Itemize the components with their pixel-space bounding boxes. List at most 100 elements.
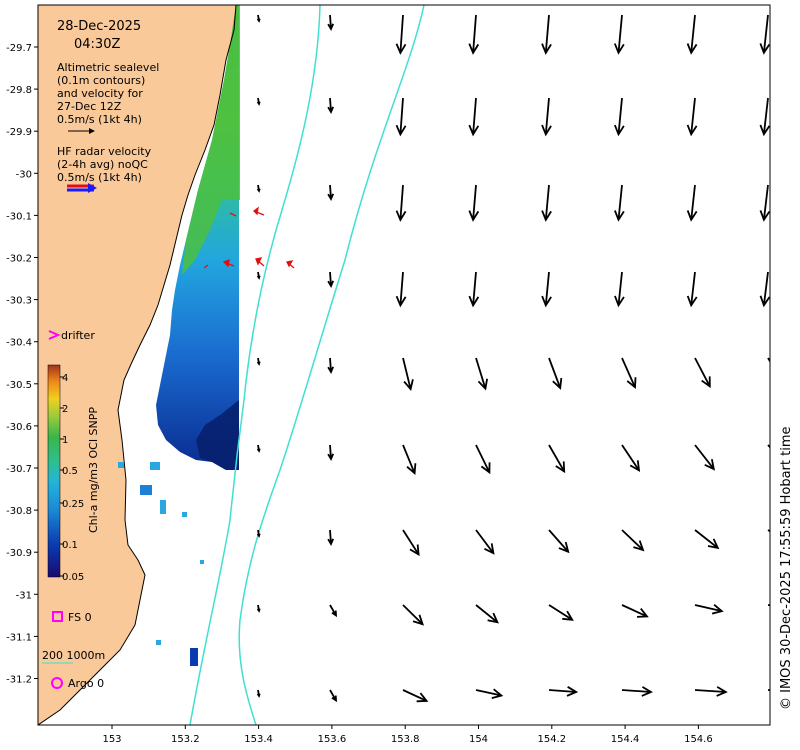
velocity-arrow-head — [416, 692, 429, 703]
velocity-arrow-head — [477, 378, 489, 391]
velocity-arrow — [475, 529, 495, 554]
x-tick-label: 154.2 — [537, 734, 566, 745]
velocity-arrow — [763, 14, 769, 53]
velocity-arrow — [402, 604, 424, 625]
velocity-arrow — [690, 271, 696, 306]
velocity-arrow — [399, 271, 404, 306]
colorbar-tick-label: 2 — [62, 404, 68, 415]
velocity-arrow-head — [552, 377, 563, 390]
y-tick-label: -29.7 — [6, 43, 32, 54]
x-tick-label: 153 — [102, 734, 121, 745]
velocity-arrow — [621, 529, 644, 551]
y-tick-label: -31 — [16, 590, 32, 601]
velocity-arrow — [694, 529, 719, 549]
velocity-arrow-head — [487, 612, 499, 624]
velocity-arrow — [694, 689, 726, 693]
velocity-arrow — [548, 604, 573, 621]
y-tick-label: -29.8 — [6, 85, 32, 96]
velocity-arrow — [617, 184, 623, 220]
velocity-arrow-head — [491, 688, 504, 699]
chl-scatter — [118, 462, 204, 666]
velocity-arrow-head — [555, 461, 566, 474]
velocity-arrow-head — [626, 377, 637, 390]
fs-square-icon — [52, 611, 63, 622]
velocity-arrow — [548, 529, 569, 553]
velocity-arrow-head — [468, 210, 480, 222]
velocity-arrow — [472, 271, 477, 306]
velocity-arrow-head — [331, 695, 337, 703]
velocity-arrow-head — [327, 453, 335, 461]
radar-legend: HF radar velocity (2-4h avg) noQC 0.5m/s… — [57, 145, 152, 193]
velocity-arrow-head — [614, 295, 625, 308]
velocity-arrow — [329, 444, 332, 460]
velocity-arrow — [621, 444, 640, 471]
velocity-arrow-head — [686, 124, 698, 137]
velocity-arrow-head — [562, 610, 574, 621]
y-axis-ticks: -29.7 -29.8 -29.9 -30 -30.1 -30.2 -30.3 -30.4 -3… — [6, 43, 38, 686]
y-tick-label: -30.1 — [6, 211, 32, 222]
drifter-legend: drifter — [48, 329, 95, 342]
svg-text:drifter: drifter — [61, 329, 95, 342]
y-tick-label: -31.1 — [6, 632, 32, 643]
velocity-arrow-head — [613, 43, 625, 55]
velocity-arrow-head — [468, 295, 480, 308]
velocity-arrow — [690, 14, 696, 53]
velocity-arrow-head — [629, 460, 641, 472]
fs-legend: FS 0 — [52, 611, 92, 624]
velocity-arrow-head — [633, 540, 645, 552]
velocity-arrow-head — [541, 295, 552, 308]
svg-text:Argo 0: Argo 0 — [68, 677, 104, 690]
velocity-arrow — [763, 271, 769, 306]
velocity-arrow-head — [395, 124, 407, 137]
y-tick-label: -30.4 — [6, 338, 32, 349]
svg-text:0.5m/s (1kt 4h): 0.5m/s (1kt 4h) — [57, 171, 142, 184]
velocity-arrow-head — [759, 210, 770, 222]
y-tick-label: -30 — [16, 169, 32, 180]
x-tick-label: 154 — [469, 734, 488, 745]
velocity-arrow — [329, 184, 332, 200]
velocity-arrow-head — [468, 43, 480, 55]
velocity-arrow — [694, 357, 711, 387]
velocity-arrow-head — [406, 463, 417, 476]
velocity-arrow — [548, 444, 565, 472]
x-tick-label: 154.4 — [611, 734, 640, 745]
velocity-arrow-head — [327, 106, 335, 114]
velocity-arrow — [329, 14, 332, 30]
depth-scale-legend: 200 1000m — [42, 649, 105, 664]
velocity-arrow — [329, 357, 332, 373]
velocity-arrow-head — [327, 538, 335, 546]
velocity-arrow-head — [256, 101, 261, 106]
x-tick-label: 153.2 — [171, 734, 200, 745]
velocity-arrow-head — [331, 610, 337, 618]
velocity-arrow — [621, 604, 648, 618]
velocity-arrow — [402, 689, 427, 702]
x-tick-label: 153.6 — [318, 734, 347, 745]
svg-text:FS 0: FS 0 — [68, 611, 92, 624]
velocity-arrow — [621, 357, 636, 388]
y-tick-label: -30.8 — [6, 506, 32, 517]
velocity-arrow — [544, 97, 550, 135]
velocity-arrow — [617, 97, 623, 135]
x-tick-label: 153.4 — [244, 734, 273, 745]
velocity-arrow — [402, 444, 416, 474]
velocity-arrow-head — [256, 448, 261, 453]
velocity-arrow-head — [327, 366, 335, 374]
altimetry-velocity-field — [256, 14, 770, 703]
velocity-arrow-head — [395, 210, 407, 222]
velocity-arrow-head — [759, 295, 770, 308]
colorbar-tick-label: 0.5 — [62, 466, 78, 477]
velocity-arrow — [399, 14, 404, 53]
velocity-arrow-head — [327, 280, 335, 288]
velocity-arrow-head — [541, 210, 552, 222]
velocity-arrow-head — [409, 544, 420, 557]
velocity-arrow-head — [686, 210, 698, 222]
velocity-arrow — [475, 689, 502, 697]
velocity-arrow — [544, 184, 550, 220]
colorbar-tick-label: 1 — [62, 435, 68, 446]
velocity-arrow — [402, 357, 412, 390]
velocity-arrow-head — [707, 538, 720, 550]
velocity-arrow-head — [403, 379, 414, 392]
velocity-arrow — [548, 689, 577, 693]
velocity-arrow — [544, 271, 550, 306]
